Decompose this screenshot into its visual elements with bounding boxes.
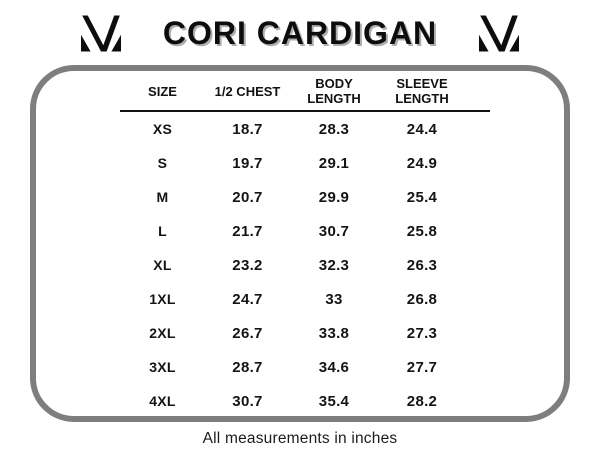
half-chest-cell: 28.7 <box>232 358 263 376</box>
sleeve-length-cell: 26.3 <box>406 256 438 274</box>
table-header-row: SIZE 1/2 CHEST BODY LENGTH SLEEVE LENGTH <box>120 72 466 110</box>
sleeve-length-cell: 26.8 <box>406 290 438 308</box>
sleeve-length-cell: 24.4 <box>406 120 438 138</box>
column-header-sleeve-length: SLEEVE LENGTH <box>395 76 449 106</box>
table-row: M 20.7 29.9 25.4 <box>120 180 466 214</box>
m-logo-icon <box>80 15 121 52</box>
size-cell: XS <box>152 121 173 137</box>
half-chest-cell: 30.7 <box>232 392 263 410</box>
column-header-body-length: BODY LENGTH <box>307 76 361 106</box>
body-length-cell: 33.8 <box>318 324 350 342</box>
sleeve-length-cell: 24.9 <box>406 154 438 172</box>
footer-note: All measurements in inches <box>202 430 398 447</box>
column-header-half-chest: 1/2 CHEST <box>214 83 281 99</box>
half-chest-cell: 20.7 <box>232 188 263 206</box>
size-table-body: XS 18.7 28.3 24.4 S 19.7 29.1 24.9 M 20.… <box>120 110 466 418</box>
body-length-cell: 32.3 <box>318 256 350 274</box>
body-length-cell: 34.6 <box>318 358 350 376</box>
table-row: 1XL 24.7 33 26.8 <box>120 282 466 316</box>
table-row: L 21.7 30.7 25.8 <box>120 214 466 248</box>
sleeve-length-cell: 27.3 <box>406 324 438 342</box>
size-table: SIZE 1/2 CHEST BODY LENGTH SLEEVE LENGTH… <box>120 72 490 418</box>
size-cell: 4XL <box>149 393 176 409</box>
page-title: CORI CARDIGAN <box>162 14 438 51</box>
size-cell: 1XL <box>149 291 176 307</box>
size-cell: 2XL <box>149 325 176 341</box>
size-cell: L <box>158 223 167 239</box>
half-chest-cell: 26.7 <box>232 324 263 342</box>
half-chest-cell: 19.7 <box>232 154 263 172</box>
column-header-size: SIZE <box>148 83 177 99</box>
size-cell: XL <box>153 257 172 273</box>
table-row: XS 18.7 28.3 24.4 <box>120 112 466 146</box>
size-chart-panel <box>30 65 570 422</box>
body-length-cell: 35.4 <box>318 392 350 410</box>
body-length-cell: 30.7 <box>318 222 350 240</box>
header-divider <box>120 110 490 112</box>
size-cell: M <box>156 189 169 205</box>
body-length-cell: 29.1 <box>318 154 350 172</box>
size-cell: 3XL <box>149 359 176 375</box>
table-row: 4XL 30.7 35.4 28.2 <box>120 384 466 418</box>
sleeve-length-cell: 25.4 <box>406 188 438 206</box>
half-chest-cell: 21.7 <box>232 222 263 240</box>
table-row: 3XL 28.7 34.6 27.7 <box>120 350 466 384</box>
table-row: 2XL 26.7 33.8 27.3 <box>120 316 466 350</box>
sleeve-length-cell: 28.2 <box>406 392 438 410</box>
half-chest-cell: 23.2 <box>232 256 263 274</box>
sleeve-length-cell: 25.8 <box>406 222 438 240</box>
body-length-cell: 29.9 <box>318 188 350 206</box>
m-logo-icon <box>479 15 520 52</box>
table-row: S 19.7 29.1 24.9 <box>120 146 466 180</box>
half-chest-cell: 24.7 <box>232 290 263 308</box>
sleeve-length-cell: 27.7 <box>406 358 438 376</box>
table-row: XL 23.2 32.3 26.3 <box>120 248 466 282</box>
header: CORI CARDIGAN <box>0 6 600 60</box>
half-chest-cell: 18.7 <box>232 120 263 138</box>
body-length-cell: 28.3 <box>318 120 350 138</box>
size-cell: S <box>157 155 168 171</box>
body-length-cell: 33 <box>325 290 343 308</box>
